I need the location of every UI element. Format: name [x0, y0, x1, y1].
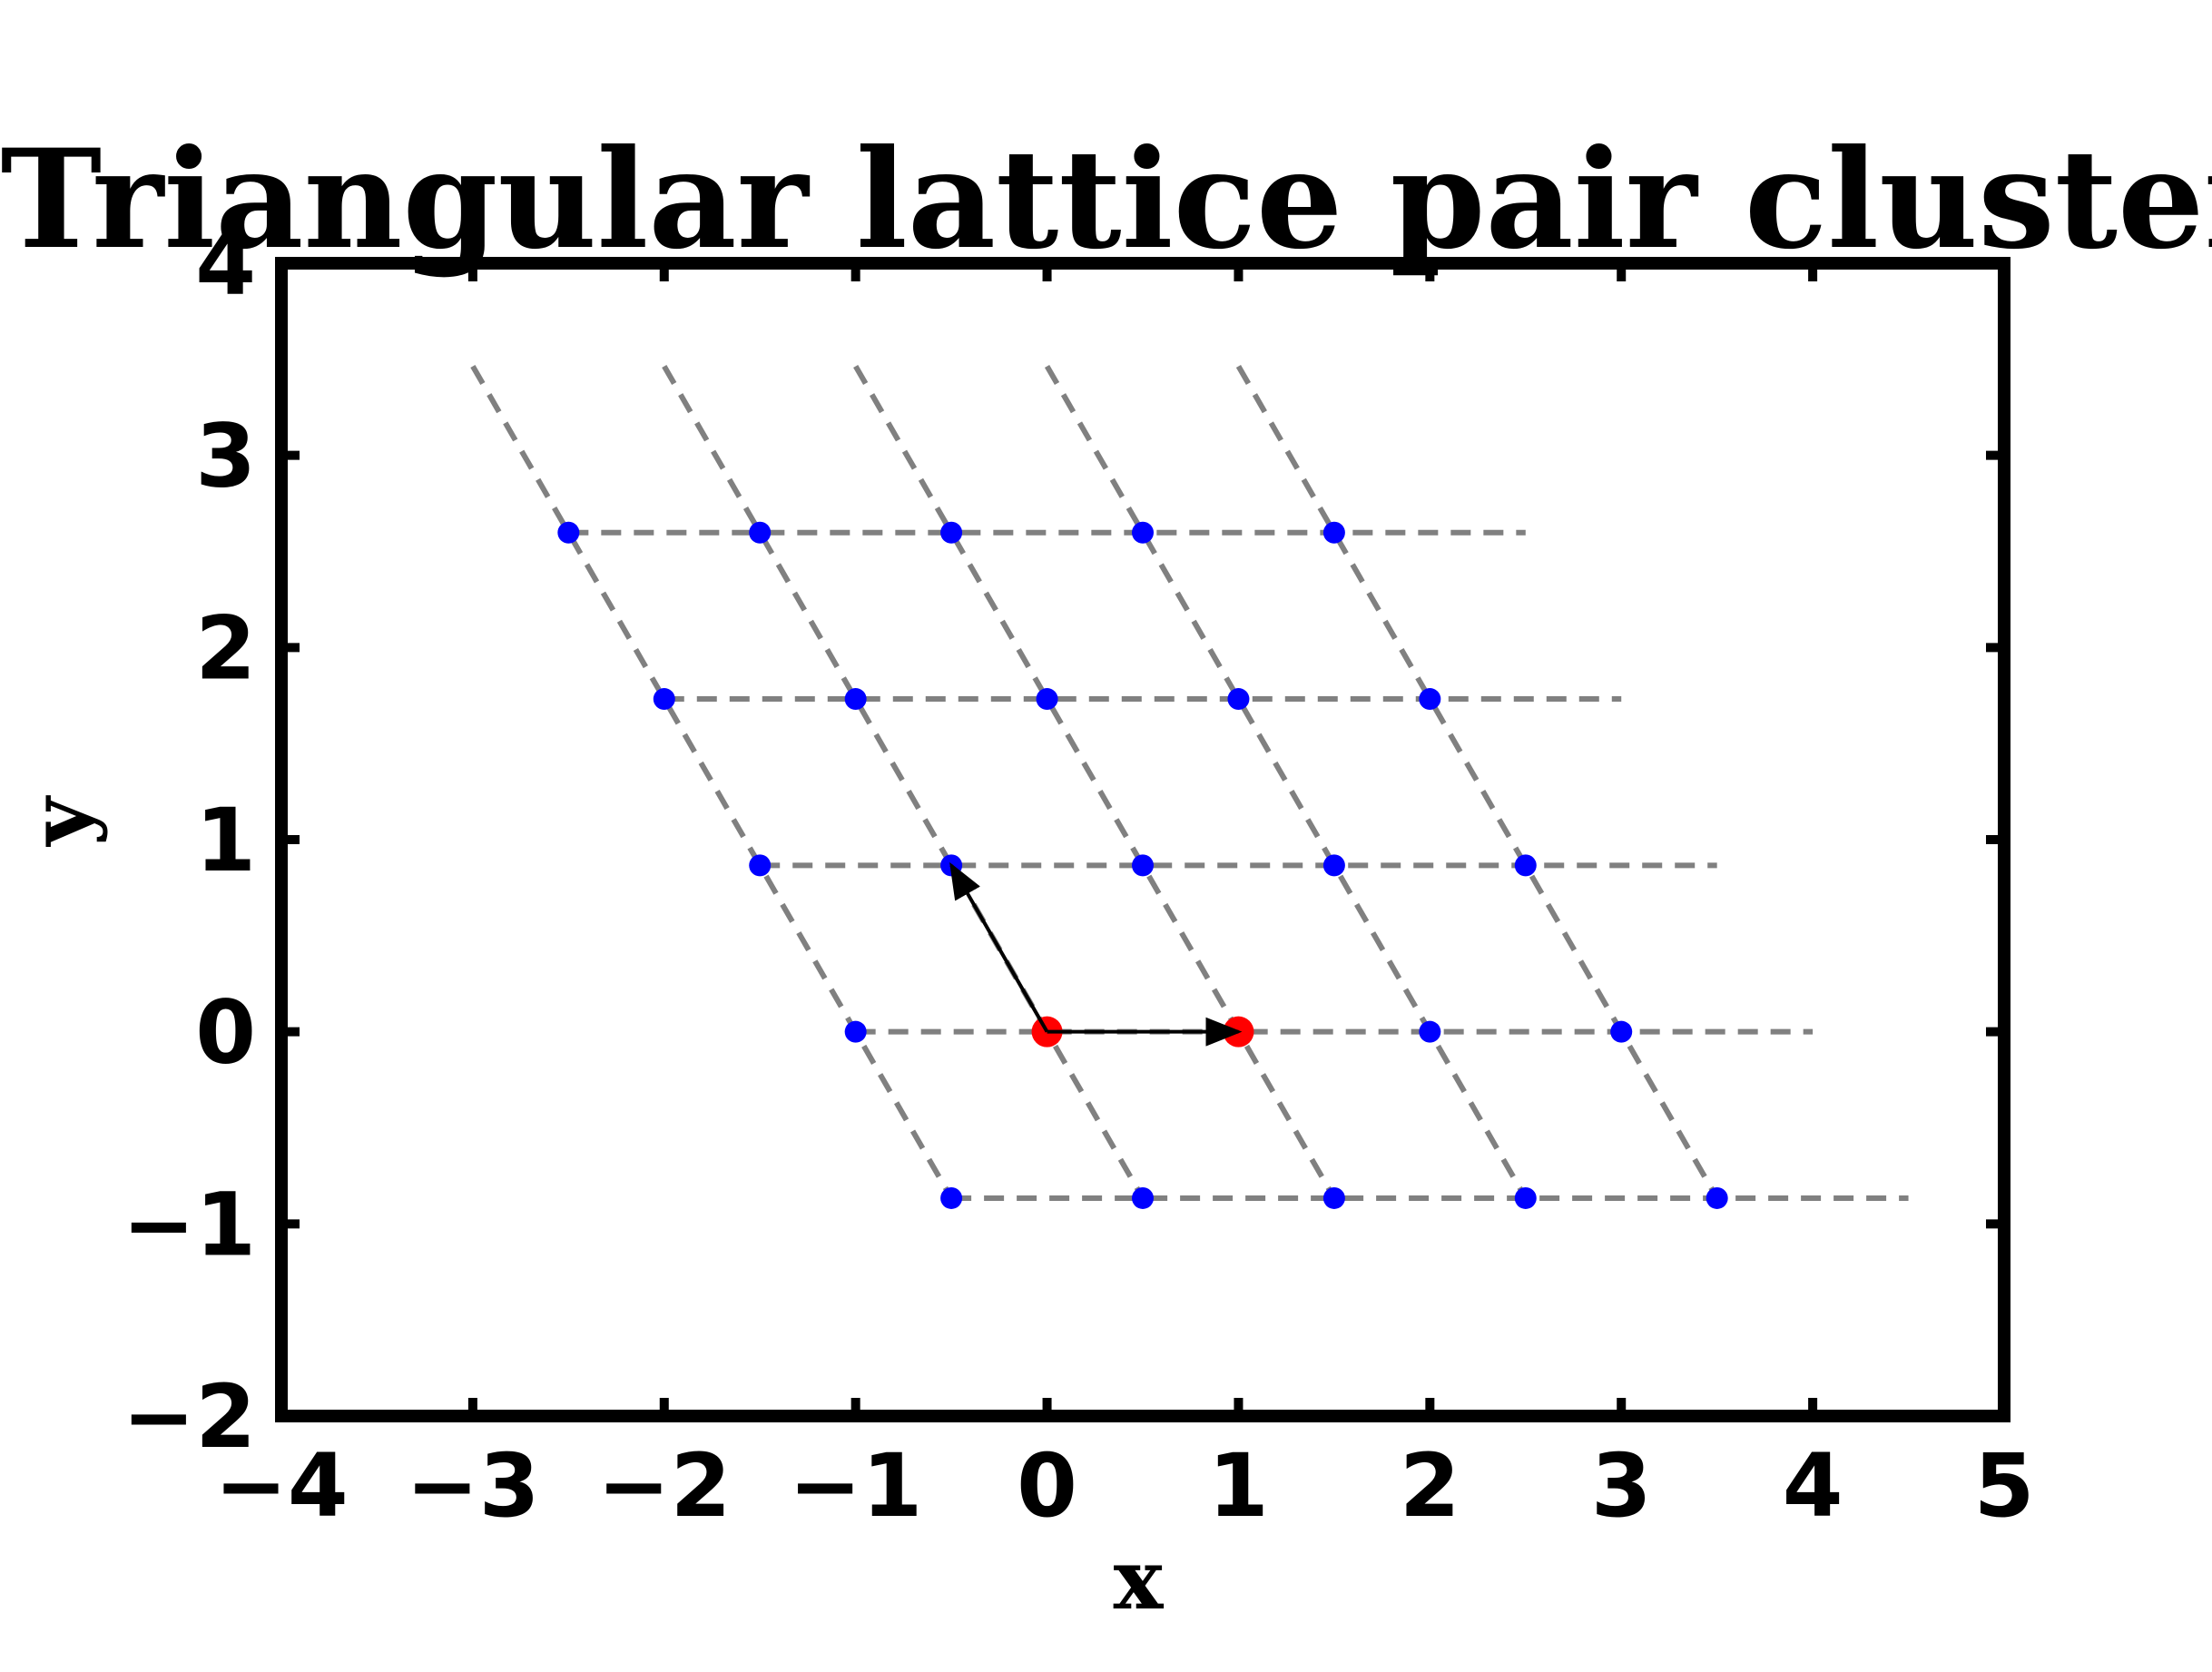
x-tick-label-1: −3 [406, 1435, 539, 1537]
lattice-point-1 [749, 521, 772, 544]
lattice-point-8 [1227, 688, 1250, 711]
lattice-point-9 [1419, 688, 1441, 711]
lattice-point-6 [844, 688, 867, 711]
lattice-point-0 [557, 521, 580, 544]
x-tick-label-4: 0 [1017, 1435, 1077, 1537]
y-axis-label: y [11, 795, 109, 848]
lattice-point-4 [1322, 521, 1345, 544]
lattice-point-7 [1036, 688, 1058, 711]
lattice-point-15 [844, 1020, 867, 1043]
x-tick-label-7: 3 [1591, 1435, 1652, 1537]
lattice-line-diagonal-3 [1044, 364, 1529, 1200]
lattice-point-13 [1322, 854, 1345, 877]
ticks-layer [277, 259, 2009, 1421]
lattice-point-10 [749, 854, 772, 877]
lattice-point-18 [940, 1186, 963, 1209]
y-tick-label-3: 1 [195, 790, 256, 891]
lattice-point-3 [1132, 521, 1154, 544]
lattice-point-16 [1419, 1020, 1441, 1043]
lattice-point-14 [1514, 854, 1537, 877]
y-tick-label-5: 3 [195, 406, 256, 507]
lattice-point-21 [1514, 1186, 1537, 1209]
x-tick-label-0: −4 [214, 1435, 348, 1537]
lattice-point-19 [1132, 1186, 1154, 1209]
y-tick-label-6: 4 [195, 213, 256, 315]
lattice-line-diagonal-0 [470, 364, 954, 1200]
x-tick-label-6: 2 [1400, 1435, 1460, 1537]
x-axis-label: x [1114, 1530, 1165, 1628]
lattice-lines-layer [470, 364, 1909, 1201]
lattice-points-layer [557, 521, 1728, 1209]
chart-title: Triangular lattice pair cluster [1, 120, 2212, 280]
x-tick-label-8: 4 [1783, 1435, 1843, 1537]
lattice-line-diagonal-2 [853, 364, 1337, 1200]
y-tick-label-2: 0 [195, 982, 256, 1084]
lattice-line-diagonal-1 [662, 364, 1145, 1200]
x-tick-label-2: −2 [597, 1435, 731, 1537]
x-tick-label-3: −1 [789, 1435, 922, 1537]
lattice-point-20 [1322, 1186, 1345, 1209]
vector-arrows-layer [949, 861, 1243, 1047]
lattice-point-17 [1610, 1020, 1633, 1043]
lattice-point-2 [940, 521, 963, 544]
lattice-point-12 [1132, 854, 1154, 877]
plot-frame [275, 257, 2010, 1422]
y-tick-label-0: −2 [123, 1366, 256, 1468]
y-tick-label-1: −1 [123, 1174, 256, 1275]
x-tick-label-5: 1 [1208, 1435, 1269, 1537]
y-tick-label-4: 2 [195, 597, 256, 699]
tick-labels-layer: −4 −3 −2 −1 0 1 2 3 4 5 −2 −1 0 1 2 3 4 [123, 213, 2035, 1537]
lattice-line-diagonal-4 [1235, 364, 1720, 1200]
lattice-point-5 [653, 688, 675, 711]
lattice-vector-arrow-1 [949, 861, 1049, 1033]
lattice-point-22 [1706, 1186, 1728, 1209]
x-tick-label-9: 5 [1974, 1435, 2035, 1537]
